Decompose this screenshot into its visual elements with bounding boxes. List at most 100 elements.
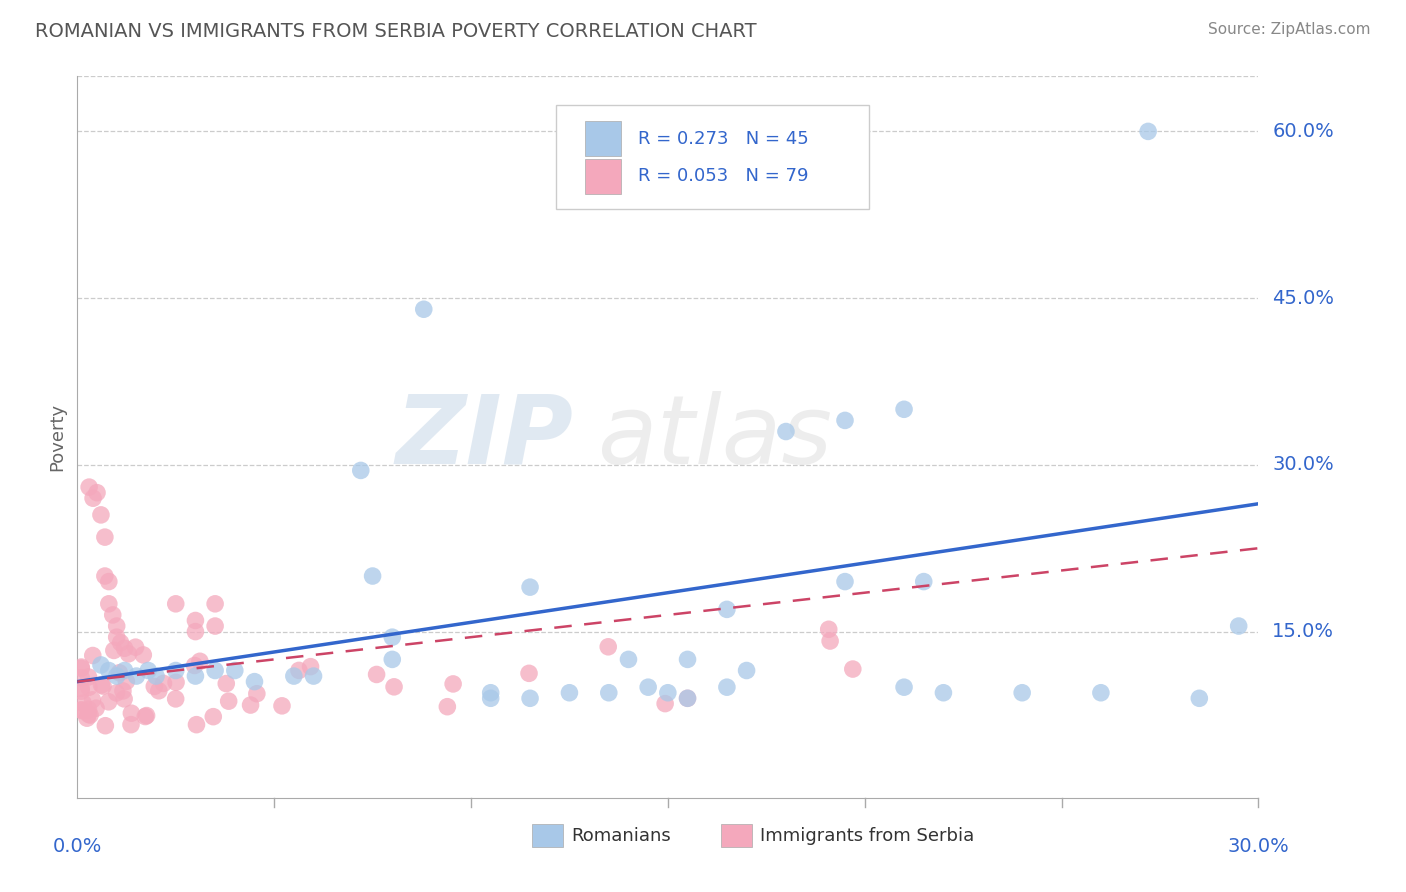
Point: [676, 691, 699, 706]
Point: [202, 709, 225, 723]
Point: [302, 669, 325, 683]
Point: [716, 680, 738, 694]
Point: [105, 686, 128, 700]
FancyBboxPatch shape: [555, 104, 869, 210]
Text: Source: ZipAtlas.com: Source: ZipAtlas.com: [1208, 22, 1371, 37]
Point: [145, 669, 167, 683]
Point: [165, 692, 187, 706]
Point: [436, 699, 458, 714]
Point: [676, 691, 699, 706]
Point: [637, 680, 659, 694]
Point: [654, 697, 676, 711]
Point: [246, 687, 269, 701]
Text: 15.0%: 15.0%: [1272, 622, 1334, 641]
Point: [90, 508, 112, 522]
Point: [165, 664, 187, 678]
FancyBboxPatch shape: [585, 121, 620, 156]
Point: [817, 622, 839, 636]
Y-axis label: Poverty: Poverty: [48, 403, 66, 471]
Point: [115, 674, 138, 689]
Point: [271, 698, 294, 713]
Point: [932, 686, 955, 700]
Point: [184, 669, 207, 683]
Point: [120, 717, 142, 731]
Point: [558, 686, 581, 700]
Point: [70, 661, 93, 675]
Point: [77, 681, 100, 695]
Point: [834, 574, 856, 589]
Point: [361, 569, 384, 583]
Point: [834, 413, 856, 427]
Point: [186, 717, 208, 731]
Point: [912, 574, 935, 589]
Point: [381, 630, 404, 644]
Point: [479, 686, 502, 700]
Point: [124, 640, 146, 655]
FancyBboxPatch shape: [531, 824, 562, 847]
Text: ROMANIAN VS IMMIGRANTS FROM SERBIA POVERTY CORRELATION CHART: ROMANIAN VS IMMIGRANTS FROM SERBIA POVER…: [35, 22, 756, 41]
Point: [1011, 686, 1033, 700]
Point: [143, 680, 166, 694]
Text: R = 0.053   N = 79: R = 0.053 N = 79: [638, 168, 808, 186]
Text: 30.0%: 30.0%: [1272, 456, 1334, 475]
Point: [818, 634, 841, 648]
Point: [519, 691, 541, 706]
FancyBboxPatch shape: [585, 159, 620, 194]
Point: [97, 597, 120, 611]
Point: [97, 664, 120, 678]
Point: [283, 669, 305, 683]
Point: [76, 711, 98, 725]
Text: 45.0%: 45.0%: [1272, 289, 1334, 308]
Point: [94, 719, 117, 733]
Point: [288, 664, 311, 678]
Point: [366, 667, 388, 681]
Point: [94, 569, 117, 583]
Point: [243, 674, 266, 689]
Point: [72, 696, 94, 710]
Point: [90, 678, 112, 692]
Point: [598, 686, 620, 700]
Point: [132, 648, 155, 662]
Point: [204, 619, 226, 633]
Point: [184, 614, 207, 628]
Point: [105, 619, 128, 633]
Point: [125, 669, 148, 683]
Point: [517, 666, 540, 681]
Point: [117, 647, 139, 661]
Point: [111, 684, 134, 698]
Point: [381, 652, 404, 666]
Point: [893, 680, 915, 694]
Point: [676, 652, 699, 666]
Point: [70, 671, 93, 685]
Point: [617, 652, 640, 666]
Point: [479, 691, 502, 706]
Text: ZIP: ZIP: [395, 391, 574, 483]
Text: Immigrants from Serbia: Immigrants from Serbia: [761, 827, 974, 845]
Point: [101, 607, 124, 622]
Point: [598, 640, 620, 654]
Point: [382, 680, 405, 694]
Point: [90, 657, 112, 672]
Point: [77, 702, 100, 716]
Point: [97, 574, 120, 589]
Point: [114, 664, 136, 678]
Point: [91, 679, 114, 693]
Point: [82, 491, 104, 506]
Text: Romanians: Romanians: [571, 827, 671, 845]
Point: [299, 659, 322, 673]
Point: [136, 664, 159, 678]
Point: [112, 691, 135, 706]
Point: [184, 624, 207, 639]
Point: [412, 302, 434, 317]
Point: [108, 665, 131, 680]
Point: [183, 658, 205, 673]
Point: [110, 636, 132, 650]
Text: 60.0%: 60.0%: [1272, 122, 1334, 141]
Point: [152, 676, 174, 690]
Point: [86, 485, 108, 500]
FancyBboxPatch shape: [721, 824, 752, 847]
Point: [716, 602, 738, 616]
Point: [1188, 691, 1211, 706]
Point: [657, 686, 679, 700]
Point: [239, 698, 262, 712]
